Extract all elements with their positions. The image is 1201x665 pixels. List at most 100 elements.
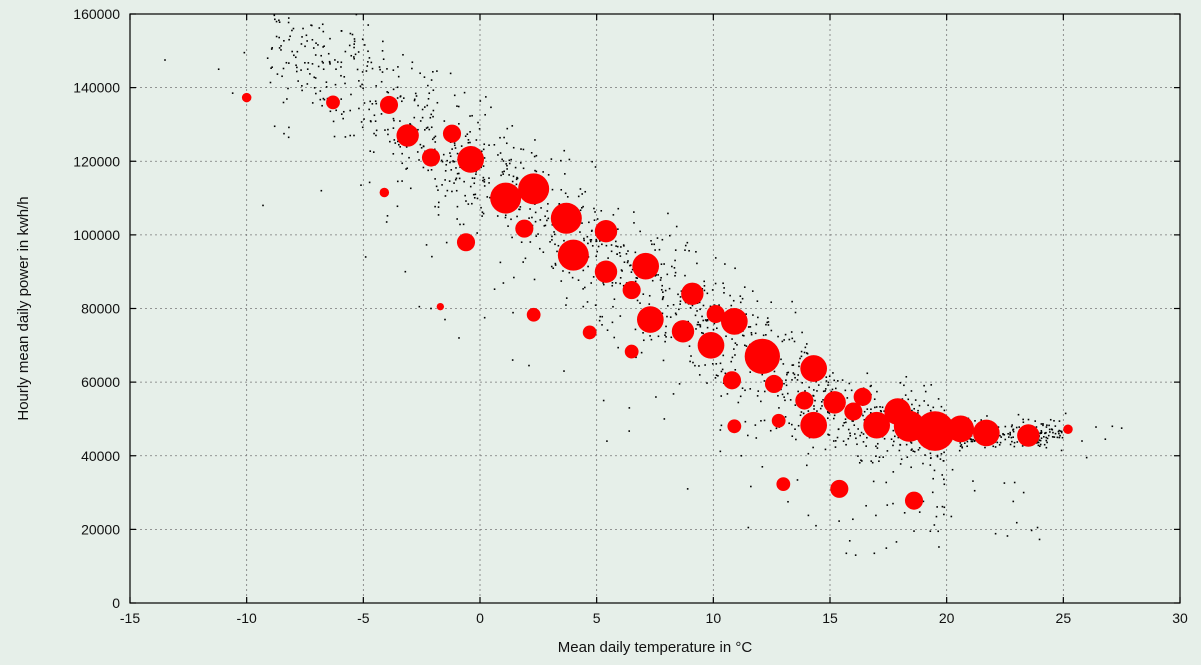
data-dot — [475, 170, 477, 173]
data-circle — [518, 173, 550, 205]
data-dot — [689, 307, 692, 309]
data-dot — [441, 184, 443, 186]
data-dot — [943, 483, 946, 486]
data-dot — [282, 101, 285, 104]
data-dot — [659, 279, 662, 281]
data-dot — [951, 468, 954, 471]
data-dot — [512, 146, 515, 149]
data-dot — [860, 431, 863, 434]
data-dot — [765, 323, 767, 326]
x-tick-label: 15 — [822, 610, 838, 626]
data-dot — [416, 151, 419, 153]
data-dot — [793, 373, 796, 376]
data-dot — [617, 207, 620, 210]
data-dot — [807, 452, 810, 455]
data-dot — [679, 300, 682, 303]
data-dot — [449, 152, 451, 154]
data-dot — [275, 20, 278, 23]
data-dot — [922, 500, 925, 503]
data-dot — [547, 217, 550, 220]
data-dot — [300, 69, 302, 71]
data-dot — [1039, 432, 1042, 435]
data-dot — [418, 159, 420, 161]
data-dot — [698, 301, 701, 304]
data-dot — [786, 372, 789, 374]
data-circle — [795, 391, 814, 410]
data-circle — [823, 391, 846, 414]
data-dot — [937, 530, 940, 533]
data-dot — [393, 139, 396, 141]
data-dot — [910, 466, 912, 469]
data-dot — [599, 315, 601, 318]
data-dot — [436, 101, 439, 104]
data-dot — [522, 148, 525, 151]
data-dot — [833, 414, 836, 417]
data-dot — [314, 77, 317, 79]
data-dot — [1009, 443, 1012, 446]
data-dot — [736, 343, 738, 346]
data-dot — [579, 188, 582, 190]
data-dot — [554, 264, 557, 266]
data-dot — [539, 219, 542, 221]
data-dot — [1017, 413, 1020, 416]
data-dot — [1034, 420, 1037, 422]
data-dot — [747, 326, 750, 328]
data-dot — [718, 304, 720, 306]
data-dot — [401, 152, 403, 155]
data-dot — [626, 261, 629, 264]
data-dot — [943, 451, 945, 454]
data-dot — [1002, 433, 1004, 435]
data-dot — [485, 96, 487, 98]
data-dot — [325, 81, 328, 83]
data-dot — [941, 505, 944, 508]
x-tick-label: 30 — [1172, 610, 1188, 626]
data-dot — [565, 297, 568, 299]
data-dot — [315, 92, 317, 95]
data-dot — [913, 450, 916, 453]
data-dot — [699, 325, 702, 328]
data-circle — [379, 187, 390, 198]
data-dot — [911, 448, 913, 451]
data-dot — [936, 454, 939, 457]
data-dot — [813, 408, 815, 410]
x-tick-label: 5 — [593, 610, 601, 626]
data-dot — [387, 91, 390, 94]
data-dot — [602, 283, 605, 286]
data-dot — [554, 243, 556, 246]
data-dot — [549, 241, 551, 243]
data-circle — [915, 411, 955, 451]
data-dot — [661, 284, 664, 287]
data-dot — [613, 336, 616, 339]
data-dot — [660, 263, 663, 266]
x-tick-label: -10 — [237, 610, 257, 626]
data-dot — [674, 259, 676, 262]
data-dot — [372, 151, 375, 153]
data-dot — [739, 301, 742, 304]
data-dot — [421, 116, 424, 119]
data-dot — [805, 343, 808, 345]
data-dot — [761, 373, 764, 376]
data-dot — [406, 167, 409, 170]
data-dot — [1018, 426, 1020, 428]
data-dot — [633, 222, 635, 224]
data-dot — [666, 273, 669, 276]
red-circles-series — [241, 92, 1073, 510]
data-dot — [1042, 423, 1044, 425]
data-dot — [508, 159, 511, 162]
data-dot — [1016, 441, 1019, 443]
data-dot — [662, 291, 664, 293]
data-dot — [544, 224, 547, 227]
data-dot — [297, 80, 299, 82]
data-dot — [594, 304, 597, 306]
data-dot — [469, 185, 472, 188]
data-dot — [713, 322, 716, 325]
data-dot — [702, 304, 705, 307]
data-dot — [367, 61, 369, 63]
data-dot — [399, 120, 401, 122]
data-dot — [848, 540, 851, 542]
data-dot — [304, 61, 306, 64]
data-dot — [783, 382, 785, 385]
data-dot — [1053, 436, 1056, 438]
data-dot — [386, 91, 388, 93]
